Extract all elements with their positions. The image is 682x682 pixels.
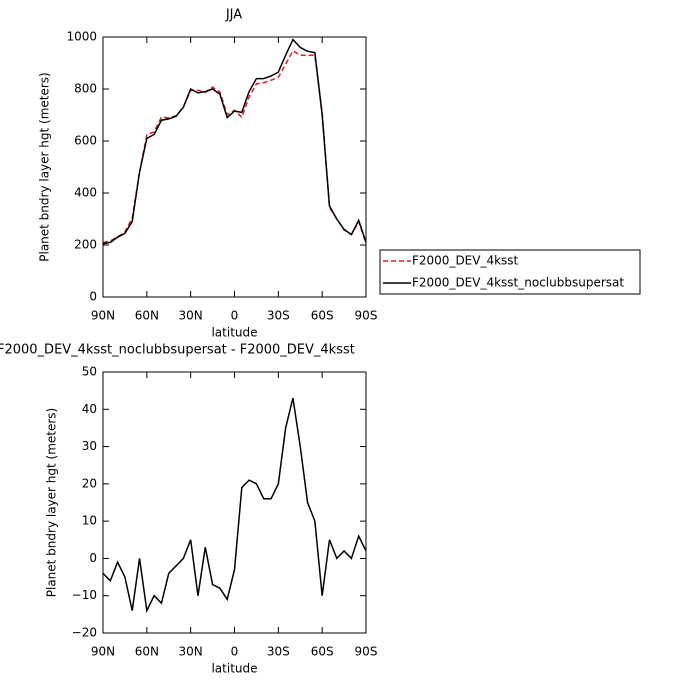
chart-title: F2000_DEV_4ksst_noclubbsupersat - F2000_… — [0, 343, 355, 358]
x-tick-label: 60N — [135, 309, 159, 323]
y-tick-label: 400 — [74, 186, 97, 200]
y-tick-label: 40 — [82, 402, 97, 416]
y-tick-label: 0 — [89, 290, 97, 304]
x-tick-label: 60N — [135, 645, 159, 659]
y-tick-label: 800 — [74, 82, 97, 96]
x-tick-label: 0 — [231, 645, 239, 659]
y-tick-label: 10 — [82, 514, 97, 528]
x-tick-label: 0 — [231, 309, 239, 323]
data-line — [102, 38, 367, 245]
y-tick-label: 1000 — [66, 30, 97, 44]
x-tick-label: 90N — [91, 309, 115, 323]
x-axis-label: latitude — [211, 326, 257, 340]
legend-label: F2000_DEV_4ksst — [412, 254, 519, 268]
x-tick-label: 60S — [311, 645, 334, 659]
y-axis-label: Planet bndry layer hgt (meters) — [38, 72, 52, 262]
y-tick-label: −10 — [72, 588, 97, 602]
x-tick-label: 90N — [91, 645, 115, 659]
x-tick-label: 90S — [355, 309, 378, 323]
plot-frame — [102, 36, 367, 298]
plot-frame — [102, 371, 367, 634]
y-axis-label: Planet bndry layer hgt (meters) — [45, 408, 59, 598]
y-tick-label: 50 — [82, 365, 97, 379]
x-tick-label: 90S — [355, 645, 378, 659]
legend-label: F2000_DEV_4ksst_noclubbsupersat — [412, 276, 624, 290]
legend-box — [379, 249, 641, 295]
chart-title: JJA — [225, 8, 242, 23]
x-axis-label: latitude — [211, 662, 257, 676]
x-tick-label: 60S — [311, 309, 334, 323]
x-tick-label: 30S — [267, 645, 290, 659]
x-tick-label: 30N — [179, 645, 203, 659]
x-tick-label: 30S — [267, 309, 290, 323]
data-line — [102, 397, 367, 614]
data-line — [102, 49, 367, 244]
x-tick-label: 30N — [179, 309, 203, 323]
y-tick-label: 200 — [74, 238, 97, 252]
y-tick-label: 20 — [82, 476, 97, 490]
y-tick-label: 30 — [82, 439, 97, 453]
y-tick-label: −20 — [72, 626, 97, 640]
y-tick-label: 0 — [89, 551, 97, 565]
y-tick-label: 600 — [74, 134, 97, 148]
